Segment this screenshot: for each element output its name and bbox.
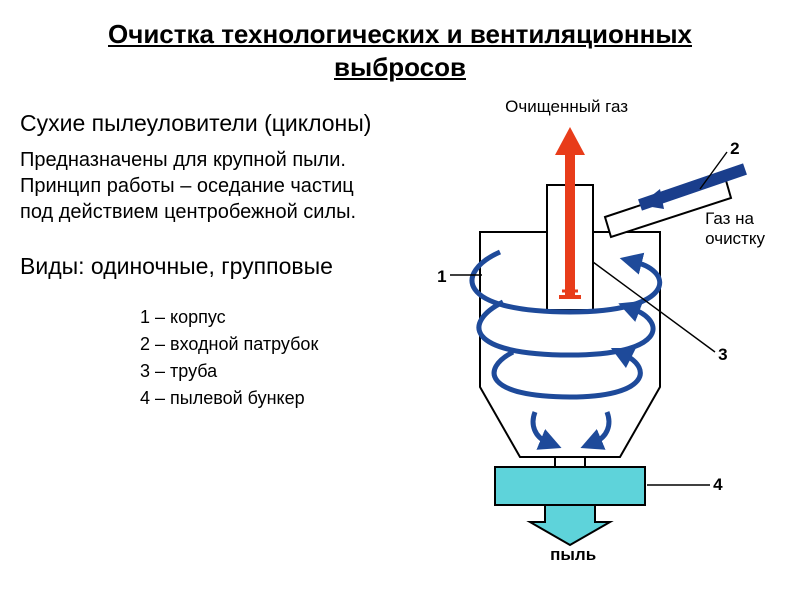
diagram-column: Очищенный газ Газ на очистку пыль 1 2 3 … — [395, 91, 780, 567]
label-cleaned-gas: Очищенный газ — [505, 97, 628, 117]
legend-item: 1 – корпус — [140, 304, 385, 331]
page-title: Очистка технологических и вентиляционных… — [0, 0, 800, 91]
content-row: Сухие пылеуловители (циклоны) Предназнач… — [0, 91, 800, 567]
legend-item: 4 – пылевой бункер — [140, 385, 385, 412]
callout-3: 3 — [718, 345, 727, 365]
callout-2: 2 — [730, 139, 739, 159]
callout-4: 4 — [713, 475, 722, 495]
callout-1: 1 — [437, 267, 446, 287]
label-gas-inlet: Газ на очистку — [705, 209, 765, 248]
cyclone-diagram: Очищенный газ Газ на очистку пыль 1 2 3 … — [395, 97, 775, 567]
cyclone-svg — [395, 97, 775, 567]
legend-item: 2 – входной патрубок — [140, 331, 385, 358]
subtitle: Сухие пылеуловители (циклоны) — [20, 109, 385, 139]
label-dust: пыль — [550, 545, 596, 565]
types-line: Виды: одиночные, групповые — [20, 253, 385, 280]
description: Предназначены для крупной пыли. Принцип … — [20, 147, 385, 225]
text-column: Сухие пылеуловители (циклоны) Предназнач… — [20, 91, 395, 567]
legend-item: 3 – труба — [140, 358, 385, 385]
legend-list: 1 – корпус 2 – входной патрубок 3 – труб… — [20, 304, 385, 412]
